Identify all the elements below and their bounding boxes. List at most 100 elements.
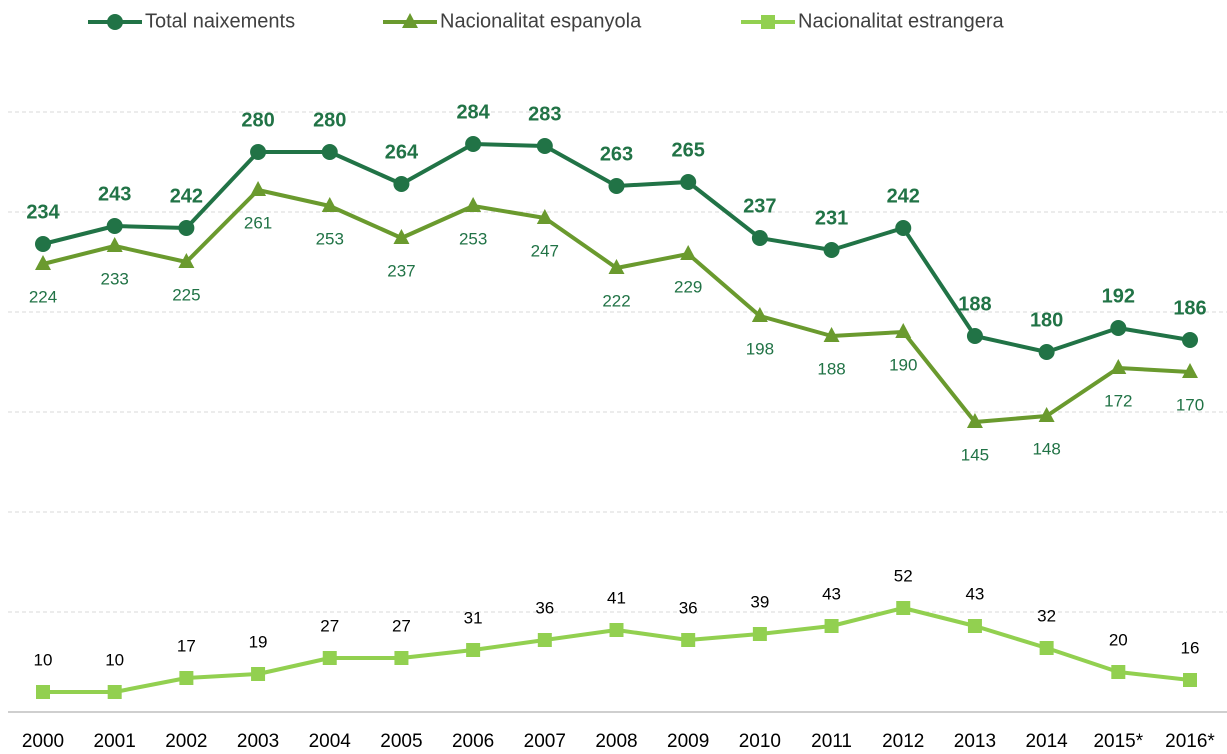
x-tick-label: 2004 [309,731,352,752]
data-label: 27 [392,616,411,635]
data-point [536,209,553,224]
data-label: 253 [459,229,487,248]
data-point [107,685,122,699]
data-point [751,230,768,246]
data-point [967,619,982,633]
data-label: 190 [889,355,917,374]
data-point [35,255,51,270]
data-point [1039,641,1054,655]
data-label: 19 [249,632,268,651]
data-point [36,685,50,699]
series-line [43,606,1191,694]
data-label: 20 [1109,630,1128,649]
x-tick-label: 2002 [165,731,207,752]
x-tick-label: 2012 [882,731,924,752]
data-point [250,181,267,196]
data-point [896,601,911,615]
data-point [823,242,840,258]
data-point [537,633,552,647]
data-label: 237 [743,195,776,217]
data-point [681,633,696,647]
data-point [321,197,338,212]
data-label: 263 [600,143,633,165]
legend-marker [107,14,123,30]
data-point [608,259,625,274]
data-point [1182,332,1198,348]
data-point [394,651,409,665]
data-point [680,245,697,260]
x-tick-label: 2009 [667,731,709,752]
data-point [178,253,195,268]
data-label: 264 [385,141,419,163]
data-point [1111,665,1126,679]
data-label: 36 [679,598,698,617]
data-label: 32 [1037,606,1056,625]
data-point [966,328,983,344]
data-label: 17 [177,636,196,655]
data-label: 52 [894,566,913,585]
data-point [895,220,912,236]
data-label: 231 [815,207,848,229]
data-label: 229 [674,277,702,296]
legend-label: Total naixements [145,10,295,32]
data-point [536,138,553,154]
x-tick-label: 2016* [1165,731,1215,752]
data-label: 36 [535,598,554,617]
legend-label: Nacionalitat espanyola [440,10,642,32]
data-point [179,671,194,685]
x-tick-label: 2001 [94,731,136,752]
data-point [1110,320,1127,336]
x-tick-label: 2008 [595,731,637,752]
data-label: 188 [817,359,845,378]
series-line [42,142,1191,354]
x-tick-label: 2007 [524,731,566,752]
data-label: 284 [456,101,490,123]
data-label: 243 [98,183,131,205]
data-label: 222 [602,291,630,310]
data-label: 280 [313,109,346,131]
data-label: 253 [316,229,344,248]
data-label: 188 [958,293,991,315]
x-tick-label: 2015* [1093,731,1143,752]
data-label: 242 [887,185,920,207]
data-label: 224 [29,287,57,306]
data-label: 247 [531,241,559,260]
data-label: 172 [1104,391,1132,410]
data-point [1038,407,1055,422]
data-label: 148 [1032,439,1060,458]
data-point [824,619,839,633]
data-label: 192 [1102,285,1135,307]
data-point [250,144,267,160]
data-point [1110,359,1127,374]
data-point [35,236,51,252]
data-label: 242 [170,185,203,207]
data-point [1182,363,1198,378]
data-label: 237 [387,261,415,280]
data-label: 186 [1173,297,1206,319]
data-point [106,218,123,234]
data-point [966,413,983,428]
data-label: 41 [607,588,626,607]
data-point [466,643,481,657]
legend-label: Nacionalitat estrangera [798,10,1005,32]
x-tick-label: 2013 [954,731,996,752]
data-label: 180 [1030,309,1063,331]
data-point [1038,344,1055,360]
legend-marker [761,15,775,29]
data-point [322,651,337,665]
data-label: 225 [172,285,200,304]
x-tick-label: 2006 [452,731,494,752]
data-point [465,136,482,152]
data-point [752,627,767,641]
data-label: 280 [241,109,274,131]
data-label: 16 [1181,638,1200,657]
data-label: 170 [1176,395,1204,414]
data-label: 283 [528,103,561,125]
data-point [751,307,768,322]
x-tick-label: 2010 [739,731,781,752]
data-label: 234 [26,201,60,223]
x-tick-label: 2014 [1025,731,1068,752]
data-label: 145 [961,445,989,464]
data-point [178,220,195,236]
